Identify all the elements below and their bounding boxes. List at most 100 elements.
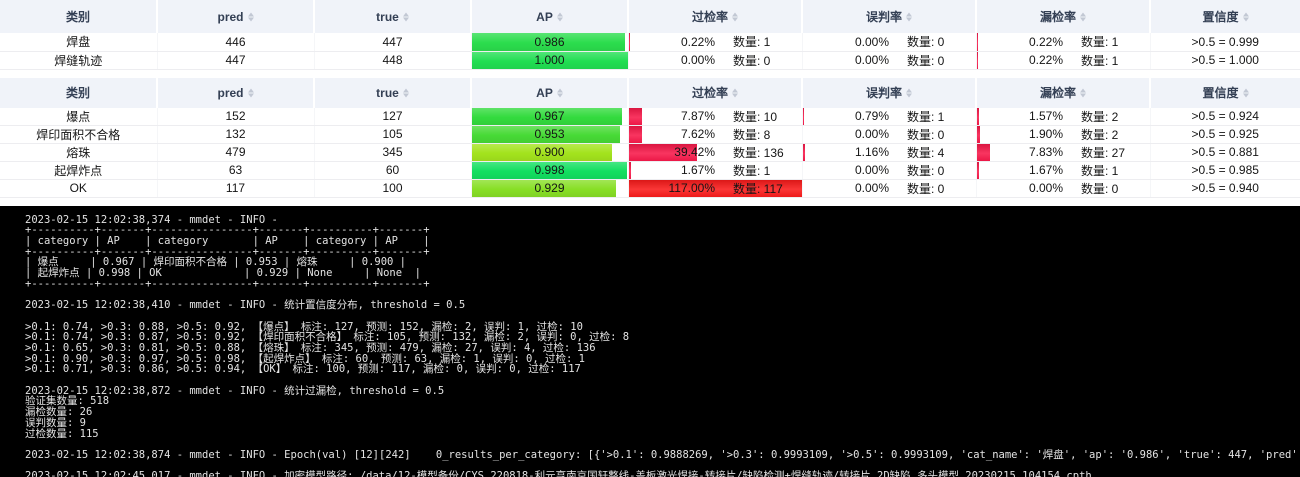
column-header-content: 过检率 bbox=[692, 8, 738, 25]
cell-overdetect-rate: 7.87% 数量: 10 bbox=[628, 107, 803, 126]
table-header: 类别 pred true AP 过检率 误判率 漏检率 置信度 bbox=[0, 77, 1300, 108]
column-header-mis[interactable]: 误判率 bbox=[802, 77, 977, 108]
cell-confidence: >0.5 = 0.985 bbox=[1150, 161, 1300, 180]
cell-category-value: 焊缝轨迹 bbox=[54, 53, 103, 68]
column-header-miss[interactable]: 漏检率 bbox=[976, 0, 1151, 33]
cell-pred: 479 bbox=[157, 143, 315, 162]
table-row: OK 117 100 0.929 117.00% 数量: 117 0.00% 数量: 0 0.0… bbox=[0, 179, 1300, 198]
column-label: 漏检率 bbox=[1039, 86, 1076, 100]
sort-caret-down-icon bbox=[906, 93, 912, 98]
cell-pred-content: 446 bbox=[158, 33, 314, 51]
cell-misjudge-rate: 0.00% 数量: 0 bbox=[802, 179, 977, 198]
cell-ap: 0.929 bbox=[471, 179, 629, 198]
ap-value: 0.986 bbox=[534, 34, 565, 49]
rate-percent: 1.16% bbox=[854, 145, 889, 159]
sort-icon bbox=[247, 12, 254, 22]
sort-icon bbox=[247, 88, 254, 98]
confidence-content: >0.5 = 0.985 bbox=[1151, 162, 1300, 179]
ap-bar bbox=[471, 125, 621, 143]
ap-cell-content: 0.986 bbox=[471, 33, 628, 51]
confidence-content: >0.5 = 0.940 bbox=[1151, 180, 1300, 197]
cell-miss-rate-content: 1.90% 数量: 2 bbox=[976, 125, 1150, 143]
rate-percent: 0.22% bbox=[1028, 53, 1063, 67]
cell-pred: 132 bbox=[157, 125, 315, 144]
cell-ap: 0.953 bbox=[471, 125, 629, 144]
cell-pred-content: 132 bbox=[158, 126, 314, 143]
column-header-pred[interactable]: pred bbox=[157, 77, 315, 108]
column-header-miss[interactable]: 漏检率 bbox=[976, 77, 1151, 108]
rate-count: 数量: 1 bbox=[907, 109, 945, 124]
sort-caret-up-icon bbox=[1080, 88, 1086, 93]
cell-category-content: 起焊炸点 bbox=[0, 162, 157, 179]
confidence-content: >0.5 = 1.000 bbox=[1151, 52, 1300, 69]
sort-caret-down-icon bbox=[906, 17, 912, 22]
cell-category: 焊缝轨迹 bbox=[0, 51, 158, 70]
column-label: 类别 bbox=[65, 86, 90, 100]
cell-overdetect-rate-content: 7.87% 数量: 10 bbox=[628, 107, 802, 125]
column-header-content: 误判率 bbox=[866, 84, 912, 101]
cell-misjudge-rate: 1.16% 数量: 4 bbox=[802, 143, 977, 162]
column-header-mis[interactable]: 误判率 bbox=[802, 0, 977, 33]
cell-pred-content: 63 bbox=[158, 162, 314, 179]
cell-category: 起焊炸点 bbox=[0, 161, 158, 180]
table-row: 焊盘 446 447 0.986 0.22% 数量: 1 0.00% 数量: 0 0.22% 数量… bbox=[0, 33, 1300, 52]
cell-confidence: >0.5 = 0.999 bbox=[1150, 33, 1300, 52]
cell-overdetect-rate-content: 0.22% 数量: 1 bbox=[628, 33, 802, 51]
sort-caret-down-icon bbox=[1080, 93, 1086, 98]
sort-caret-up-icon bbox=[732, 12, 738, 17]
cell-category: 爆点 bbox=[0, 107, 158, 126]
sort-icon bbox=[556, 12, 563, 22]
sort-icon bbox=[906, 88, 912, 98]
confidence-value: >0.5 = 0.924 bbox=[1191, 109, 1259, 123]
column-header-pred[interactable]: pred bbox=[157, 0, 315, 33]
rate-percent: 7.62% bbox=[680, 127, 715, 141]
cell-true-content: 105 bbox=[315, 126, 471, 143]
cell-true-content: 127 bbox=[315, 108, 471, 125]
cell-pred: 447 bbox=[157, 51, 315, 70]
cell-ap: 0.900 bbox=[471, 143, 629, 162]
cell-overdetect-rate: 0.22% 数量: 1 bbox=[628, 33, 803, 52]
table-row: 起焊炸点 63 60 0.998 1.67% 数量: 1 0.00% 数量: 0 1.67% 数量… bbox=[0, 161, 1300, 180]
column-header-conf[interactable]: 置信度 bbox=[1150, 0, 1300, 33]
table-row: 焊缝轨迹 447 448 1.000 0.00% 数量: 0 0.00% 数量: 0 0.22%… bbox=[0, 51, 1300, 70]
sort-caret-down-icon bbox=[402, 17, 409, 22]
column-label: true bbox=[376, 9, 399, 24]
ap-value: 0.967 bbox=[534, 109, 565, 123]
cell-overdetect-rate: 7.62% 数量: 8 bbox=[628, 125, 803, 144]
rate-percent: 39.42% bbox=[674, 145, 715, 159]
rate-bar bbox=[802, 143, 805, 161]
sort-caret-up-icon bbox=[1080, 12, 1086, 17]
cell-category-content: 焊缝轨迹 bbox=[0, 52, 157, 69]
table-row: 焊印面积不合格 132 105 0.953 7.62% 数量: 8 0.00% 数量: 0 1.… bbox=[0, 125, 1300, 144]
confidence-value: >0.5 = 0.999 bbox=[1191, 34, 1259, 49]
rate-count: 数量: 1 bbox=[1081, 163, 1119, 178]
column-header-conf[interactable]: 置信度 bbox=[1150, 77, 1300, 108]
cell-ap: 0.998 bbox=[471, 161, 629, 180]
rate-count: 数量: 1 bbox=[1081, 53, 1119, 68]
column-header-ap[interactable]: AP bbox=[471, 77, 629, 108]
cell-true-content: 60 bbox=[315, 162, 471, 179]
column-label: 误判率 bbox=[865, 86, 902, 100]
column-header-over[interactable]: 过检率 bbox=[628, 77, 803, 108]
rate-count: 数量: 2 bbox=[1081, 127, 1119, 142]
rate-count: 数量: 117 bbox=[733, 181, 783, 196]
column-header-over[interactable]: 过检率 bbox=[628, 0, 803, 33]
column-header-true[interactable]: true bbox=[314, 77, 472, 108]
column-header-ap[interactable]: AP bbox=[471, 0, 629, 33]
cell-misjudge-rate-content: 0.00% 数量: 0 bbox=[803, 180, 976, 197]
column-header-true[interactable]: true bbox=[314, 0, 472, 33]
cell-overdetect-rate-content: 39.42% 数量: 136 bbox=[628, 143, 802, 161]
rate-percent: 0.79% bbox=[854, 109, 889, 123]
column-header-content: 置信度 bbox=[1202, 84, 1249, 101]
rate-count: 数量: 27 bbox=[1081, 145, 1126, 160]
sort-caret-up-icon bbox=[247, 12, 254, 17]
cell-pred-content: 117 bbox=[158, 180, 314, 197]
column-header-content: 置信度 bbox=[1202, 8, 1249, 25]
ap-bar bbox=[471, 161, 628, 179]
cell-pred: 446 bbox=[157, 33, 315, 52]
column-header-content: 类别 bbox=[66, 84, 90, 101]
column-label: pred bbox=[217, 9, 244, 24]
cell-misjudge-rate-content: 1.16% 数量: 4 bbox=[802, 143, 976, 161]
cell-miss-rate: 1.57% 数量: 2 bbox=[976, 107, 1151, 126]
cell-true-content: 100 bbox=[315, 180, 471, 197]
